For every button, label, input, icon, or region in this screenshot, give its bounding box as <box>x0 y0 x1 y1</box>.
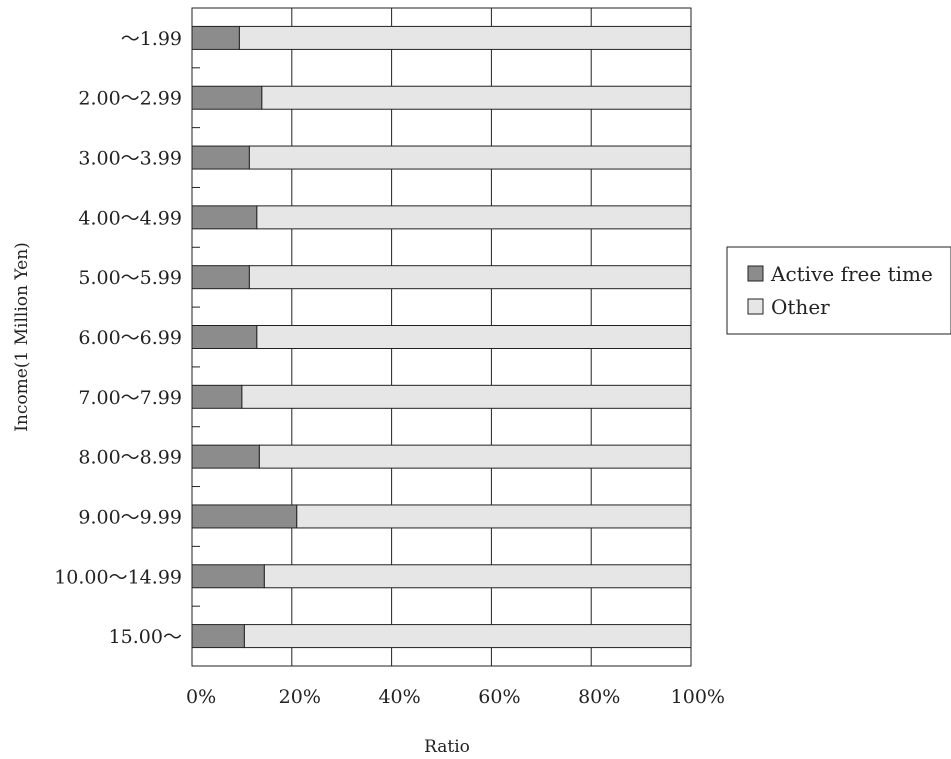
bar-segment-active-free-time <box>192 445 259 468</box>
bar-segment-active-free-time <box>192 326 257 349</box>
bar-segment-active-free-time <box>192 625 244 648</box>
y-tick-labels: ～1.99 2.00～2.99 3.00～3.99 4.00～4.99 5.00～5.9… <box>54 28 182 648</box>
y-tick-label: 7.00～7.99 <box>78 387 182 409</box>
bars <box>192 26 691 647</box>
bar-segment-other <box>262 86 691 109</box>
bar-segment-active-free-time <box>192 266 249 289</box>
bar-segment-other <box>297 505 691 528</box>
x-tick-label: 60% <box>478 686 520 708</box>
legend: Active free time Other <box>727 247 951 334</box>
y-tick-label: 3.00～3.99 <box>78 148 182 170</box>
y-tick-label: 8.00～8.99 <box>78 447 182 469</box>
x-tick-label: 80% <box>578 686 620 708</box>
bar-segment-other <box>257 326 691 349</box>
bar-segment-other <box>239 26 691 49</box>
bar-segment-other <box>249 266 691 289</box>
x-axis-title: Ratio <box>424 737 470 757</box>
y-tick-label: 5.00～5.99 <box>78 267 182 289</box>
bar-segment-other <box>264 565 691 588</box>
legend-box <box>727 247 951 334</box>
bar-segment-active-free-time <box>192 385 242 408</box>
bar-segment-other <box>244 625 691 648</box>
y-tick-label: 9.00～9.99 <box>78 506 182 528</box>
bar-segment-other <box>249 146 691 169</box>
y-tick-label: ～1.99 <box>121 28 182 50</box>
bar-segment-active-free-time <box>192 86 262 109</box>
bar-segment-active-free-time <box>192 565 264 588</box>
x-tick-label: 40% <box>378 686 420 708</box>
legend-swatch <box>748 266 763 281</box>
bar-segment-active-free-time <box>192 505 297 528</box>
x-tick-labels: 0% 20% 40% 60% 80% 100% <box>186 686 725 708</box>
bar-segment-active-free-time <box>192 206 257 229</box>
legend-label: Active free time <box>770 262 933 286</box>
y-tick-label: 2.00～2.99 <box>78 88 182 110</box>
y-axis-title: Income(1 Million Yen) <box>12 242 32 432</box>
y-tick-label: 4.00～4.99 <box>78 207 182 229</box>
legend-swatch <box>748 299 763 314</box>
bar-segment-other <box>257 206 691 229</box>
y-tick-label: 10.00～14.99 <box>54 566 182 588</box>
x-tick-label: 0% <box>186 686 216 708</box>
legend-label: Other <box>771 295 830 319</box>
bar-segment-active-free-time <box>192 146 249 169</box>
bar-segment-active-free-time <box>192 26 239 49</box>
x-tick-label: 20% <box>279 686 321 708</box>
x-tick-label: 100% <box>671 686 725 708</box>
y-tick-label: 6.00～6.99 <box>78 327 182 349</box>
bar-segment-other <box>259 445 691 468</box>
y-tick-label: 15.00～ <box>109 626 182 648</box>
bar-segment-other <box>242 385 691 408</box>
